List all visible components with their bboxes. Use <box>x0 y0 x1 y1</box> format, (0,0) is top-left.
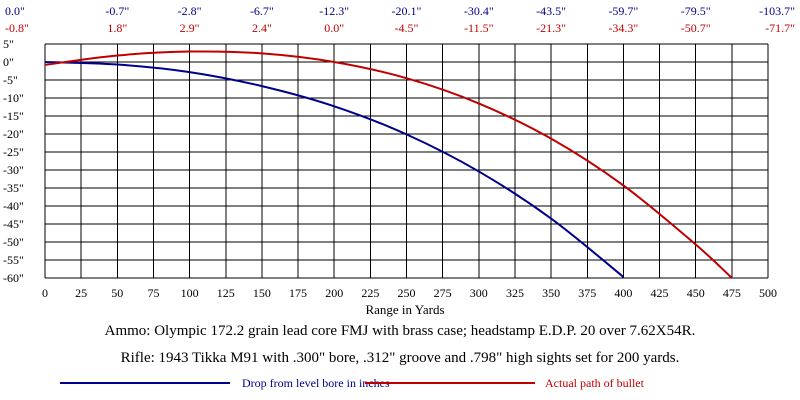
y-tick-label: -20" <box>3 127 24 141</box>
top-path-label: -71.7" <box>765 21 795 35</box>
top-drop-label: -20.1" <box>392 4 422 18</box>
chart-grid <box>44 43 769 279</box>
top-path-label: -50.7" <box>681 21 711 35</box>
rifle-caption: Rifle: 1943 Tikka M91 with .300" bore, .… <box>120 350 680 366</box>
y-tick-label: -15" <box>3 109 24 123</box>
ammo-caption: Ammo: Olympic 172.2 grain lead core FMJ … <box>104 323 696 339</box>
y-tick-label: -60" <box>3 271 24 285</box>
x-tick-label: 250 <box>398 286 416 300</box>
series-lines <box>44 50 733 279</box>
top-drop-label: -103.7" <box>759 4 795 18</box>
y-tick-label: -50" <box>3 235 24 249</box>
top-path-labels: -0.8" 1.8" 2.9" 2.4" 0.0" -4.5" -11.5" -21.3" -3… <box>5 21 795 35</box>
y-tick-label: -10" <box>3 91 24 105</box>
x-tick-label: 100 <box>181 286 199 300</box>
y-tick-label: -5" <box>3 73 18 87</box>
top-path-label: -34.3" <box>608 21 638 35</box>
top-drop-labels: 0.0" -0.7" -2.8" -6.7" -12.3" -20.1" -30.4" -43… <box>5 4 795 18</box>
x-tick-label: 150 <box>253 286 271 300</box>
legend-label-path: Actual path of bullet <box>545 376 645 390</box>
top-path-label: 2.9" <box>180 21 200 35</box>
x-axis-label: Range in Yards <box>365 302 444 317</box>
x-tick-label: 200 <box>325 286 343 300</box>
top-drop-label: -30.4" <box>464 4 494 18</box>
y-tick-label: -35" <box>3 181 24 195</box>
x-tick-label: 175 <box>289 286 307 300</box>
drop-series-line <box>44 61 625 278</box>
y-tick-label: 5" <box>3 37 14 51</box>
legend: Drop from level bore in inches Actual pa… <box>60 376 645 390</box>
x-tick-label: 500 <box>759 286 777 300</box>
x-tick-label: 325 <box>506 286 524 300</box>
x-tick-label: 225 <box>361 286 379 300</box>
top-path-label: -11.5" <box>464 21 494 35</box>
x-tick-label: 350 <box>542 286 560 300</box>
y-tick-label: -25" <box>3 145 24 159</box>
y-tick-labels: 5" 0" -5" -10" -15" -20" -25" -30" -35" -40" -45" -… <box>3 37 24 285</box>
top-drop-label: -0.7" <box>105 4 129 18</box>
top-path-label: -0.8" <box>5 21 29 35</box>
x-tick-label: 75 <box>147 286 159 300</box>
x-tick-label: 375 <box>578 286 596 300</box>
top-path-label: 2.4" <box>252 21 272 35</box>
top-drop-label: 0.0" <box>5 4 25 18</box>
x-tick-label: 0 <box>42 286 48 300</box>
x-tick-label: 475 <box>723 286 741 300</box>
top-drop-label: -43.5" <box>536 4 566 18</box>
y-tick-label: -55" <box>3 253 24 267</box>
top-drop-label: -79.5" <box>681 4 711 18</box>
top-path-label: 0.0" <box>324 21 344 35</box>
path-series-line <box>44 50 733 279</box>
x-tick-label: 450 <box>687 286 705 300</box>
x-tick-label: 25 <box>75 286 87 300</box>
legend-label-drop: Drop from level bore in inches <box>242 376 390 390</box>
x-tick-label: 400 <box>614 286 632 300</box>
x-tick-label: 425 <box>651 286 669 300</box>
y-tick-label: 0" <box>3 55 14 69</box>
x-tick-label: 50 <box>111 286 123 300</box>
y-tick-label: -40" <box>3 199 24 213</box>
y-tick-label: -30" <box>3 163 24 177</box>
x-tick-labels: 0 25 50 75 100 125 150 175 200 225 250 275 300 325 350… <box>42 286 777 300</box>
x-tick-label: 275 <box>434 286 452 300</box>
x-tick-label: 125 <box>217 286 235 300</box>
top-path-label: -21.3" <box>536 21 566 35</box>
top-drop-label: -59.7" <box>608 4 638 18</box>
top-drop-label: -12.3" <box>319 4 349 18</box>
top-path-label: -4.5" <box>395 21 419 35</box>
y-tick-label: -45" <box>3 217 24 231</box>
top-path-label: 1.8" <box>107 21 127 35</box>
x-tick-label: 300 <box>470 286 488 300</box>
top-drop-label: -6.7" <box>250 4 274 18</box>
top-drop-label: -2.8" <box>178 4 202 18</box>
